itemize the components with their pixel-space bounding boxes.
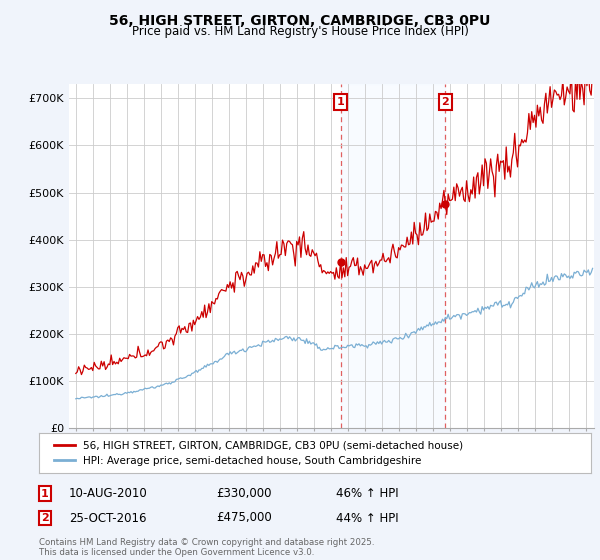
Text: 1: 1 (337, 97, 344, 107)
Text: 46% ↑ HPI: 46% ↑ HPI (336, 487, 398, 501)
Text: 2: 2 (442, 97, 449, 107)
Text: 2: 2 (41, 513, 49, 523)
Bar (341, 84, 445, 428)
Text: 25-OCT-2016: 25-OCT-2016 (69, 511, 146, 525)
Text: 56, HIGH STREET, GIRTON, CAMBRIDGE, CB3 0PU: 56, HIGH STREET, GIRTON, CAMBRIDGE, CB3 … (109, 14, 491, 28)
Text: £475,000: £475,000 (216, 511, 272, 525)
Text: 10-AUG-2010: 10-AUG-2010 (69, 487, 148, 501)
Text: 1: 1 (41, 489, 49, 499)
Text: Contains HM Land Registry data © Crown copyright and database right 2025.
This d: Contains HM Land Registry data © Crown c… (39, 538, 374, 557)
Legend: 56, HIGH STREET, GIRTON, CAMBRIDGE, CB3 0PU (semi-detached house), HPI: Average : 56, HIGH STREET, GIRTON, CAMBRIDGE, CB3 … (50, 436, 467, 470)
Text: 44% ↑ HPI: 44% ↑ HPI (336, 511, 398, 525)
Text: Price paid vs. HM Land Registry's House Price Index (HPI): Price paid vs. HM Land Registry's House … (131, 25, 469, 38)
Text: £330,000: £330,000 (216, 487, 271, 501)
